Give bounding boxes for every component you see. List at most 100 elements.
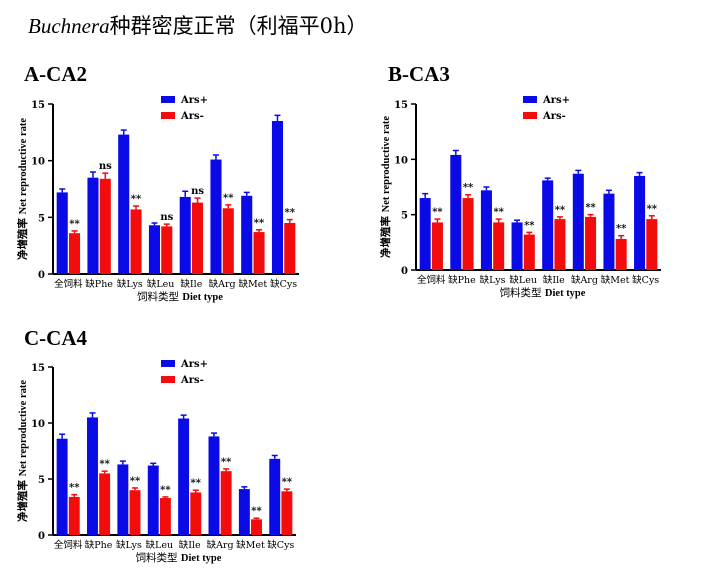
y-axis-label: 净增殖率 Net reproductive rate [16, 118, 29, 260]
significance-label: ** [254, 218, 265, 229]
bar-ars-plus [118, 134, 130, 274]
bar-ars-minus [190, 492, 202, 535]
x-axis-label-cn: 饲料类型 [136, 551, 181, 564]
x-axis-label-cn: 饲料类型 [500, 286, 545, 299]
significance-label: ** [160, 485, 171, 496]
page-title: Buchnera种群密度正常（利福平0h） [28, 10, 368, 40]
significance-label: ** [647, 204, 658, 215]
y-tick-label: 10 [394, 155, 408, 166]
x-tick-label: 缺Leu [147, 278, 175, 290]
bar-ars-minus [493, 222, 505, 270]
y-axis-label-en: Net reproductive rate [18, 118, 29, 215]
bar-ars-plus [603, 193, 615, 270]
significance-label: ns [191, 186, 204, 197]
significance-label: ** [432, 207, 443, 218]
page-title-rest: 种群密度正常（利福平0h） [109, 14, 368, 38]
bar-ars-minus [130, 209, 142, 274]
bar-ars-minus [129, 490, 141, 535]
bar-ars-plus [241, 195, 253, 274]
y-tick-label: 0 [38, 531, 45, 542]
bar-ars-minus [159, 498, 171, 535]
x-tick-label: 缺Cys [267, 539, 294, 551]
x-tick-label: 缺Leu [146, 539, 174, 551]
y-axis-label-en: Net reproductive rate [18, 380, 29, 477]
bar-ars-minus [68, 233, 81, 274]
y-tick-label: 5 [38, 475, 45, 486]
legend-label: Ars- [180, 111, 204, 122]
bar-ars-plus [271, 121, 284, 274]
bar-ars-minus [615, 239, 627, 270]
bar-ars-plus [148, 225, 161, 274]
legend-label: Ars+ [542, 95, 570, 106]
y-axis-label-en: Net reproductive rate [381, 116, 392, 213]
bar-ars-plus [210, 159, 222, 274]
x-tick-label: 缺Lys [480, 274, 506, 286]
x-tick-label: 缺Phe [85, 278, 113, 290]
legend-swatch [161, 96, 175, 103]
x-tick-label: 缺Arg [571, 274, 598, 286]
significance-label: ** [131, 194, 142, 205]
x-tick-label: 缺Met [239, 278, 268, 290]
y-tick-label: 10 [31, 157, 45, 168]
bar-ars-minus [99, 473, 111, 535]
bar-ars-minus [281, 491, 293, 535]
significance-label: ** [191, 478, 202, 489]
bar-ars-plus [480, 190, 492, 270]
x-tick-label: 缺Met [236, 539, 265, 551]
significance-label: ** [585, 203, 596, 214]
x-axis-label: 饲料类型 Diet type [137, 290, 223, 303]
bar-ars-plus [269, 458, 281, 535]
bar-ars-minus [585, 216, 597, 270]
x-axis-label-cn: 饲料类型 [137, 290, 182, 303]
x-tick-label: 缺Phe [448, 274, 476, 286]
bar-ars-plus [147, 465, 159, 535]
x-tick-label: 全饲料 [54, 278, 83, 290]
x-tick-label: 缺Cys [270, 278, 297, 290]
x-tick-label: 缺Phe [85, 539, 113, 551]
y-axis-label: 净增殖率 Net reproductive rate [16, 380, 29, 522]
bar-ars-minus [431, 222, 443, 270]
x-axis-label: 饲料类型 Diet type [500, 286, 586, 299]
bar-ars-minus [523, 234, 535, 270]
bar-ars-minus [646, 219, 658, 270]
panel-title-a: A-CA2 [24, 62, 87, 86]
bar-ars-plus [178, 418, 190, 535]
bar-ars-minus [554, 219, 566, 270]
legend-swatch [523, 112, 537, 119]
y-axis-label: 净增殖率 Net reproductive rate [379, 116, 392, 258]
x-tick-label: 缺Arg [207, 539, 234, 551]
y-axis-label-cn: 净增殖率 [16, 214, 29, 260]
significance-label: ** [223, 193, 234, 204]
bar-ars-minus [462, 198, 474, 270]
legend-label: Ars- [542, 111, 566, 122]
significance-label: ** [99, 459, 110, 470]
bar-ars-plus [511, 222, 523, 270]
y-tick-label: 10 [31, 419, 45, 430]
significance-label: ** [524, 220, 535, 231]
x-axis-label-en: Diet type [182, 292, 223, 303]
y-tick-label: 15 [394, 100, 408, 111]
legend-swatch [161, 376, 175, 383]
x-tick-label: 缺Ile [543, 274, 565, 286]
bar-ars-plus [87, 417, 98, 535]
bar-ars-minus [253, 232, 265, 274]
significance-label: ** [555, 205, 566, 216]
significance-label: ** [130, 476, 141, 487]
legend-swatch [523, 96, 537, 103]
bar-ars-plus [572, 173, 584, 270]
significance-label: ** [69, 483, 80, 494]
significance-label: ** [282, 477, 293, 488]
significance-label: ** [463, 183, 474, 194]
y-tick-label: 5 [38, 213, 45, 224]
bar-ars-plus [179, 196, 191, 274]
bar-ars-minus [222, 208, 234, 274]
y-tick-label: 0 [38, 270, 45, 281]
y-tick-label: 15 [31, 100, 45, 111]
bar-ars-plus [87, 177, 99, 274]
bar-ars-minus [99, 178, 111, 274]
legend-swatch [161, 112, 175, 119]
bar-ars-minus [68, 496, 80, 535]
x-axis-label-en: Diet type [545, 288, 586, 299]
